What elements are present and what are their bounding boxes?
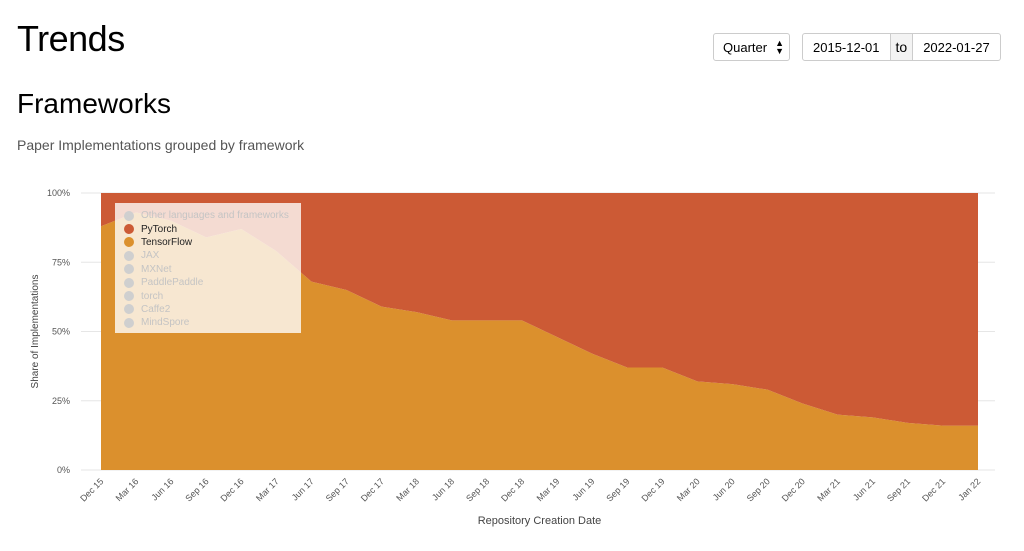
x-tick-label: Dec 18	[499, 476, 526, 503]
x-tick-label: Sep 16	[183, 476, 210, 503]
legend-item[interactable]: Other languages and frameworks	[124, 209, 301, 222]
x-tick-label: Mar 18	[394, 476, 421, 503]
x-tick-label: Jun 21	[851, 476, 877, 502]
legend-item-label: Caffe2	[141, 303, 171, 315]
x-tick-label: Dec 17	[359, 476, 386, 503]
area-tensorflow	[101, 212, 978, 470]
y-tick-label: 25%	[52, 396, 70, 406]
legend-item-label: MXNet	[141, 263, 172, 275]
legend-item-label: PaddlePaddle	[141, 277, 204, 289]
period-select[interactable]: Quarter ▲ ▼	[713, 33, 790, 61]
date-range: 2015-12-01 to 2022-01-27	[802, 33, 1001, 61]
x-tick-label: Jun 19	[570, 476, 596, 502]
legend-item-label: TensorFlow	[141, 236, 193, 248]
x-tick-label: Dec 15	[78, 476, 105, 503]
x-tick-label: Mar 16	[114, 476, 141, 503]
y-tick-label: 75%	[52, 257, 70, 267]
x-tick-label: Dec 19	[639, 476, 666, 503]
frameworks-area-chart: 0% 25% 50% 75% 100% Dec 15 Mar 16 Jun 16 Sep 16 D…	[30, 188, 995, 527]
period-select-value: Quarter	[723, 39, 768, 55]
section-subtitle: Paper Implementations grouped by framewo…	[17, 137, 305, 153]
legend-dot-icon	[124, 317, 134, 328]
x-tick-label: Dec 21	[920, 476, 947, 503]
legend-item[interactable]: PyTorch	[124, 222, 301, 235]
legend-item[interactable]: torch	[124, 289, 301, 302]
legend-item-label: PyTorch	[141, 223, 178, 235]
legend-item[interactable]: PaddlePaddle	[124, 276, 301, 289]
x-tick-label: Mar 21	[815, 476, 842, 503]
y-axis-label: Share of Implementations	[30, 275, 41, 389]
x-tick-label: Jun 17	[290, 476, 316, 502]
x-tick-label: Sep 19	[604, 476, 631, 503]
legend-item-label: JAX	[141, 250, 160, 262]
legend-dot-icon	[124, 291, 134, 302]
legend-dot-icon	[124, 224, 134, 235]
legend-item-label: MindSpore	[141, 317, 190, 329]
legend-dot-icon	[124, 277, 134, 288]
x-tick-label: Mar 19	[535, 476, 562, 503]
x-tick-label: Jun 18	[430, 476, 456, 502]
legend-item[interactable]: JAX	[124, 249, 301, 262]
legend-dot-icon	[124, 210, 134, 221]
x-tick-label: Sep 20	[745, 476, 772, 503]
date-to-input[interactable]: 2022-01-27	[923, 39, 990, 55]
x-tick-label: Sep 21	[885, 476, 912, 503]
date-range-separator: to	[889, 34, 914, 60]
x-tick-label: Dec 16	[218, 476, 245, 503]
x-tick-label: Jan 22	[956, 476, 982, 502]
area-pytorch	[101, 193, 978, 426]
section-title: Frameworks	[17, 88, 172, 119]
x-tick-label: Sep 18	[464, 476, 491, 503]
legend-item[interactable]: MindSpore	[124, 316, 301, 329]
legend-dot-icon	[124, 250, 134, 261]
legend-dot-icon	[124, 264, 134, 275]
page-title: Trends	[17, 18, 125, 59]
legend-dot-icon	[124, 237, 134, 248]
legend-item[interactable]: TensorFlow	[124, 236, 301, 249]
y-tick-label: 100%	[47, 188, 70, 198]
x-tick-label: Mar 20	[675, 476, 702, 503]
date-from-input[interactable]: 2015-12-01	[813, 39, 880, 55]
x-axis-label: Repository Creation Date	[478, 515, 602, 527]
sort-arrows-icon: ▲ ▼	[775, 38, 784, 56]
x-tick-label: Dec 20	[780, 476, 807, 503]
y-tick-label: 50%	[52, 327, 70, 337]
legend-item-label: torch	[141, 290, 164, 302]
chart-legend: Other languages and frameworks PyTorch Ten…	[115, 203, 301, 333]
legend-item[interactable]: Caffe2	[124, 303, 301, 316]
legend-dot-icon	[124, 304, 134, 315]
x-tick-label: Jun 16	[149, 476, 175, 502]
x-tick-label: Sep 17	[324, 476, 351, 503]
y-tick-label: 0%	[57, 465, 70, 475]
x-tick-label: Jun 20	[711, 476, 737, 502]
legend-item[interactable]: MXNet	[124, 263, 301, 276]
x-tick-label: Mar 17	[254, 476, 281, 503]
legend-item-label: Other languages and frameworks	[141, 210, 289, 222]
